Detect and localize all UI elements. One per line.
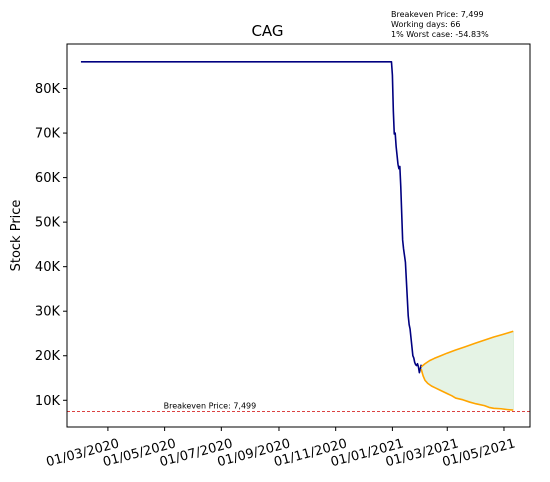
y-tick-label: 80K (35, 82, 61, 97)
y-tick-label: 10K (35, 394, 61, 409)
breakeven-label: Breakeven Price: 7,499 (164, 401, 257, 410)
y-tick-label: 40K (35, 260, 61, 275)
series-line-forecast-upper (420, 330, 514, 368)
info-working-days: Working days: 66 (391, 20, 460, 29)
y-tick-label: 60K (35, 171, 61, 186)
series-line-history (80, 61, 423, 374)
plot-frame (66, 43, 531, 428)
y-tick-label: 20K (35, 349, 61, 364)
y-tick-label: 70K (35, 127, 61, 142)
y-tick-label: 50K (35, 216, 61, 231)
series-line-forecast-lower (420, 368, 514, 411)
axes-layer: 10K20K30K40K50K60K70K80K01/03/202001/05/… (35, 43, 531, 470)
y-tick-label: 30K (35, 305, 61, 320)
forecast-band (420, 330, 514, 411)
chart-title: CAG (251, 22, 283, 40)
y-axis-label: Stock Price (9, 200, 24, 272)
forecast-band-layer (420, 330, 514, 411)
info-worst-case: 1% Worst case: -54.83% (391, 30, 489, 39)
series-layer (67, 61, 530, 412)
info-breakeven: Breakeven Price: 7,499 (391, 10, 484, 19)
